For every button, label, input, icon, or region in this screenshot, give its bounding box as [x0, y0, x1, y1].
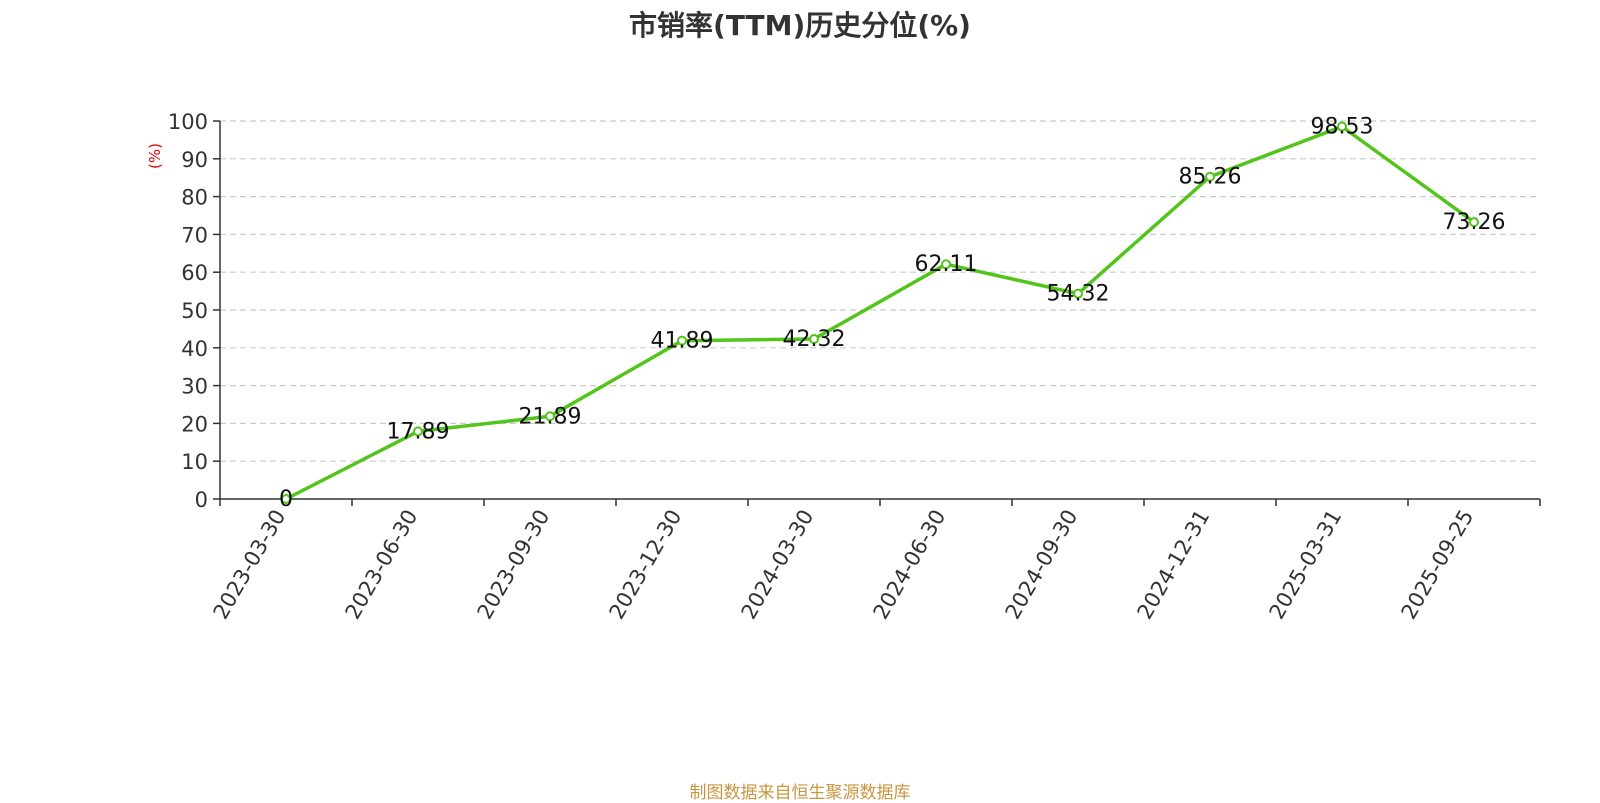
series-line [281, 121, 1479, 504]
data-point [1073, 288, 1083, 299]
data-label: 0 [279, 487, 293, 512]
data-label: 21.89 [519, 404, 582, 429]
y-tick-label: 10 [181, 450, 208, 474]
data-point [281, 494, 291, 504]
data-label: 73.26 [1443, 210, 1506, 235]
y-tick-label: 70 [181, 223, 208, 247]
x-tick-label: 2024-09-30 [1001, 506, 1083, 624]
x-tick-label: 2024-03-30 [737, 506, 819, 624]
data-point [677, 335, 687, 346]
y-tick-label: 20 [181, 412, 208, 436]
y-axis-label: (%) [146, 143, 164, 169]
x-tick-label: 2024-12-31 [1133, 506, 1215, 624]
chart-title: 市销率(TTM)历史分位(%) [629, 9, 971, 42]
x-axis-ticks: 2023-03-30 2023-06-30 2023-09-30 2023-12-30… [209, 499, 1541, 624]
data-label: 17.89 [387, 419, 450, 444]
x-tick-label: 2024-06-30 [869, 506, 951, 624]
data-source-note: 制图数据来自恒生聚源数据库 [689, 783, 911, 803]
grid-lines [220, 120, 1540, 462]
line-chart: 0 10 20 30 40 50 60 70 80 90 100 2023-03-30 2023-06… [146, 110, 1541, 624]
data-point [1469, 217, 1479, 228]
data-label: 54.32 [1047, 282, 1110, 307]
y-tick-label: 100 [168, 110, 208, 134]
x-tick-label: 2023-06-30 [341, 506, 423, 624]
data-point [1205, 171, 1215, 182]
x-tick-label: 2023-03-30 [209, 506, 291, 624]
x-tick-label: 2023-12-30 [605, 506, 687, 624]
x-tick-label: 2025-09-25 [1397, 506, 1479, 624]
data-label: 62.11 [915, 252, 978, 277]
data-label: 42.32 [783, 327, 846, 352]
y-tick-label: 50 [181, 299, 208, 323]
data-point [809, 334, 819, 345]
y-tick-label: 60 [181, 261, 208, 285]
data-labels: 0 17.89 21.89 41.89 42.32 62.11 54.32 85.26 98.5… [279, 115, 1505, 512]
data-label: 85.26 [1179, 165, 1242, 190]
x-tick-label: 2023-09-30 [473, 506, 555, 624]
data-point [413, 426, 423, 437]
y-tick-label: 80 [181, 186, 208, 210]
series-polyline [285, 124, 1476, 501]
data-point [941, 259, 951, 270]
y-tick-label: 0 [195, 488, 208, 512]
y-tick-label: 90 [181, 148, 208, 172]
y-tick-label: 30 [181, 375, 208, 399]
data-label: 98.53 [1311, 115, 1374, 140]
x-tick-label: 2025-03-31 [1265, 506, 1347, 624]
data-point [545, 411, 555, 422]
y-axis-ticks: 0 10 20 30 40 50 60 70 80 90 100 [168, 110, 220, 512]
data-label: 41.89 [651, 329, 714, 354]
y-tick-label: 40 [181, 337, 208, 361]
data-point [1337, 121, 1347, 132]
